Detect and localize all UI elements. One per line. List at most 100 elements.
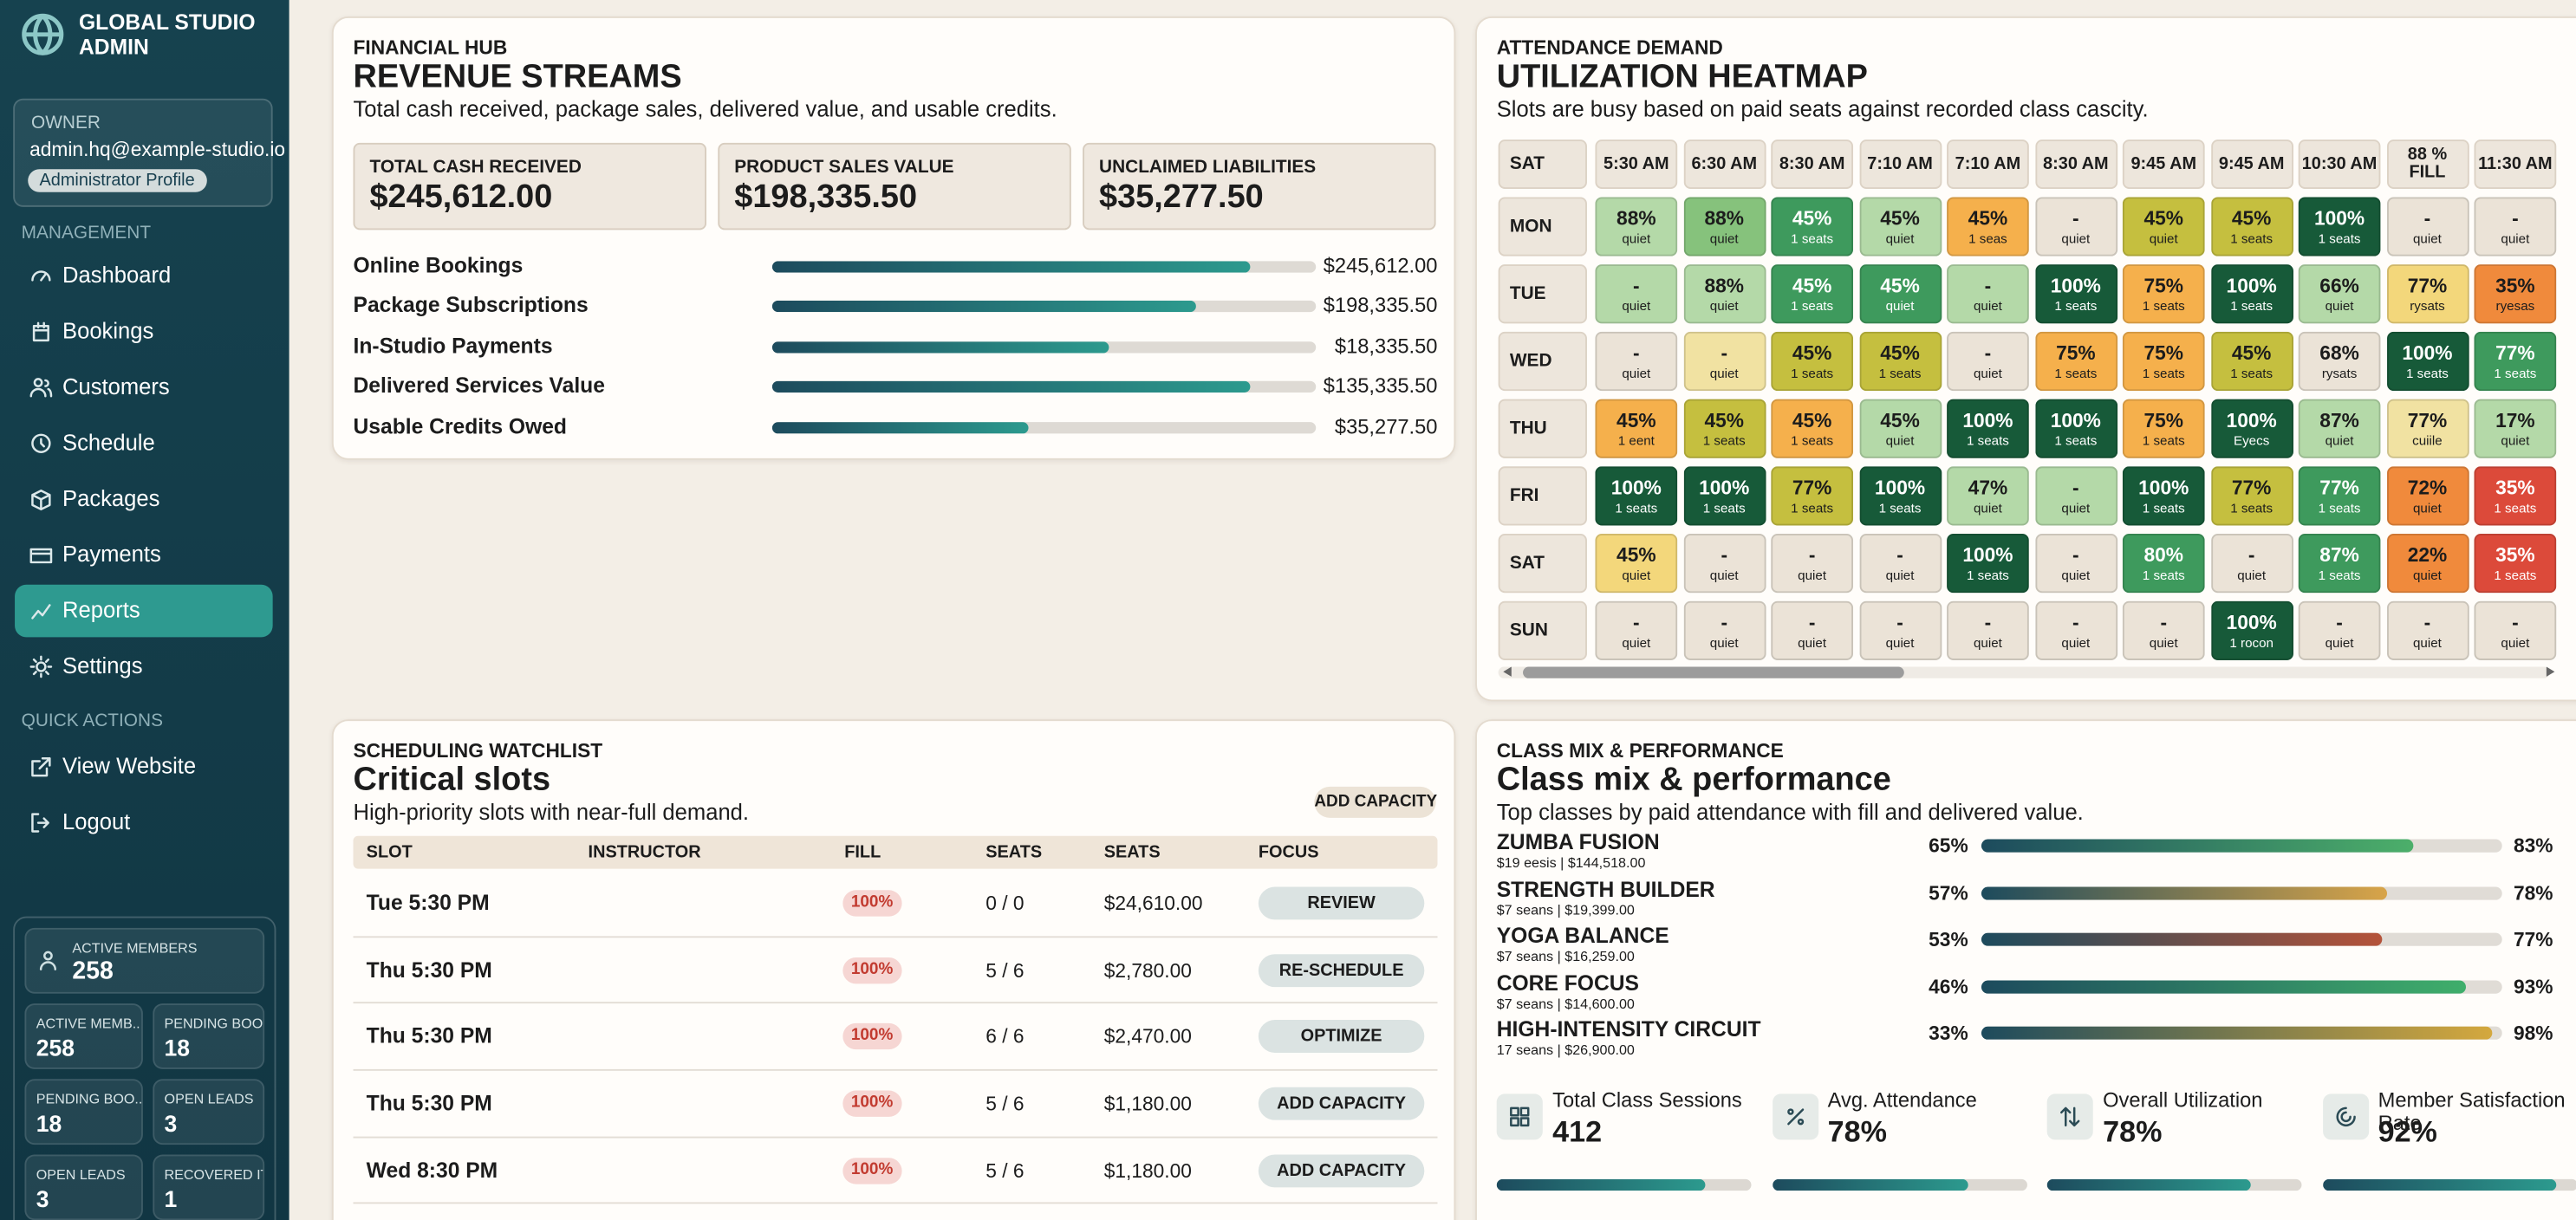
cell-label: 35% — [2495, 476, 2535, 500]
stat-value: 258 — [72, 957, 114, 986]
stat-value: 3 — [36, 1185, 49, 1212]
fill-pill: 100% — [842, 1023, 901, 1050]
scroll-thumb[interactable] — [1523, 666, 1904, 678]
slot: Thu 5:30 PM — [366, 957, 492, 982]
bar-fill — [1981, 932, 2383, 946]
class-detail: $7 seans | $16,259.00 — [1496, 947, 1635, 964]
day-cell: SUN — [1498, 600, 1587, 660]
nav-item[interactable]: Packages — [15, 473, 273, 526]
icon — [29, 655, 53, 678]
cell-sub: cuiile — [2412, 433, 2443, 449]
bar-fill — [771, 301, 1197, 313]
amount: $1,180.00 — [1103, 1158, 1192, 1183]
cell-sub: 1 seats — [2230, 231, 2274, 247]
heat-cell: - quiet — [2122, 600, 2205, 660]
heat-cell: 45% 1 seats — [1682, 399, 1766, 458]
heat-cell: 88% quiet — [1682, 264, 1766, 324]
cell-sub: 1 seats — [1615, 501, 1658, 516]
class-name: CORE FOCUS — [1496, 970, 1639, 995]
nav-item[interactable]: View Website — [15, 741, 273, 794]
scroll-right[interactable] — [2546, 666, 2555, 677]
cell-sub: quiet — [1709, 231, 1739, 247]
stat-card: RECOVERED IT... 1 — [153, 1154, 265, 1220]
table-row — [353, 938, 1438, 1004]
card-label: PRODUCT SALES VALUE — [734, 157, 954, 178]
nav-item[interactable]: Bookings — [15, 306, 273, 359]
cell-sub: quiet — [1709, 298, 1739, 315]
column-header: 5:30 AM — [1595, 140, 1678, 189]
cell-label: 72% — [2407, 476, 2448, 500]
stat-label: OPEN LEADS — [164, 1090, 254, 1107]
cell-label: 45% — [1880, 341, 1920, 365]
class-detail: 17 seans | $26,900.00 — [1496, 1041, 1635, 1058]
nav-item[interactable]: Customers — [15, 361, 273, 414]
nav-item[interactable]: Logout — [15, 796, 273, 849]
cell-sub: quiet — [2061, 231, 2091, 247]
focus-button[interactable]: ADD CAPACITY — [1258, 1154, 1425, 1187]
cell-label: - — [2072, 206, 2079, 230]
column-header: 6:30 AM — [1682, 140, 1766, 189]
table-row — [353, 1004, 1438, 1071]
panel-title: Critical slots — [353, 762, 551, 799]
cell-sub: 1 seats — [2230, 501, 2274, 516]
icon-path — [2335, 1106, 2355, 1127]
cell-label: 75% — [2143, 274, 2184, 298]
cell-label: - — [1896, 611, 1903, 634]
nav-item[interactable]: Payments — [15, 529, 273, 581]
heat-cell: 87% 1 seats — [2298, 534, 2381, 594]
icon-path — [31, 813, 49, 833]
header-button[interactable]: ADD CAPACITY — [1314, 786, 1437, 818]
nav-item[interactable]: Settings — [15, 640, 273, 693]
nav-item[interactable]: Reports — [15, 584, 273, 638]
cell-sub: quiet — [2061, 501, 2091, 516]
heat-cell: 77% 1 seats — [2298, 466, 2381, 526]
focus-button[interactable]: RE-SCHEDULE — [1258, 953, 1425, 987]
bar-fill — [1981, 979, 2466, 993]
heat-cell: - quiet — [1947, 264, 2029, 324]
cell-label: - — [2423, 611, 2431, 634]
nav-label: Bookings — [62, 318, 154, 344]
cell-sub: 1 seats — [1966, 433, 2009, 449]
cell-label: 35% — [2495, 543, 2535, 567]
heat-cell: - quiet — [2298, 600, 2381, 660]
class-name: HIGH-INTENSITY CIRCUIT — [1496, 1016, 1761, 1042]
amount: $2,780.00 — [1103, 958, 1192, 982]
cell-label: 45% — [1792, 206, 1832, 230]
heat-cell: 77% 1 seats — [2474, 331, 2557, 392]
cell-sub: quiet — [2501, 231, 2530, 247]
nav-label: Logout — [62, 809, 131, 834]
panel-title: REVENUE STREAMS — [353, 59, 682, 95]
class-name: ZUMBA FUSION — [1496, 829, 1660, 854]
cell-label: - — [1984, 341, 1992, 365]
cell-label: 88% — [1704, 206, 1745, 230]
nav-item[interactable]: Schedule — [15, 417, 273, 470]
cell-sub: quiet — [1709, 568, 1739, 583]
cell-sub: quiet — [1973, 366, 2002, 381]
nav-item[interactable]: Dashboard — [15, 250, 273, 302]
value-label: 83% — [2513, 834, 2553, 858]
bar-fill — [771, 381, 1251, 393]
focus-button[interactable]: ADD CAPACITY — [1258, 1087, 1425, 1120]
heat-cell: 100% 1 seats — [1595, 466, 1678, 526]
heat-cell: 75% 1 seats — [2122, 264, 2205, 324]
column-header: 8:30 AM — [2034, 140, 2117, 189]
focus-button[interactable]: OPTIMIZE — [1258, 1020, 1425, 1054]
cell-sub: quiet — [1798, 568, 1827, 583]
focus-button[interactable]: REVIEW — [1258, 886, 1425, 920]
heat-cell: 87% quiet — [2298, 399, 2381, 458]
scroll-left[interactable] — [1503, 666, 1512, 677]
slot: Thu 5:30 PM — [366, 1090, 492, 1116]
stat-card: ACTIVE MEMBERS 258 — [24, 927, 265, 994]
icon — [1786, 1108, 1804, 1126]
day-cell: TUE — [1498, 264, 1587, 324]
card-label: TOTAL CASH RECEIVED — [369, 157, 582, 178]
cell-sub: quiet — [1709, 635, 1739, 651]
day-cell: FRI — [1498, 466, 1587, 526]
cell-label: - — [1633, 341, 1640, 365]
owner-label: OWNER — [31, 113, 101, 133]
bar-track — [771, 261, 1317, 273]
bar-track — [1981, 979, 2502, 993]
cell-sub: 1 seats — [2230, 366, 2274, 381]
